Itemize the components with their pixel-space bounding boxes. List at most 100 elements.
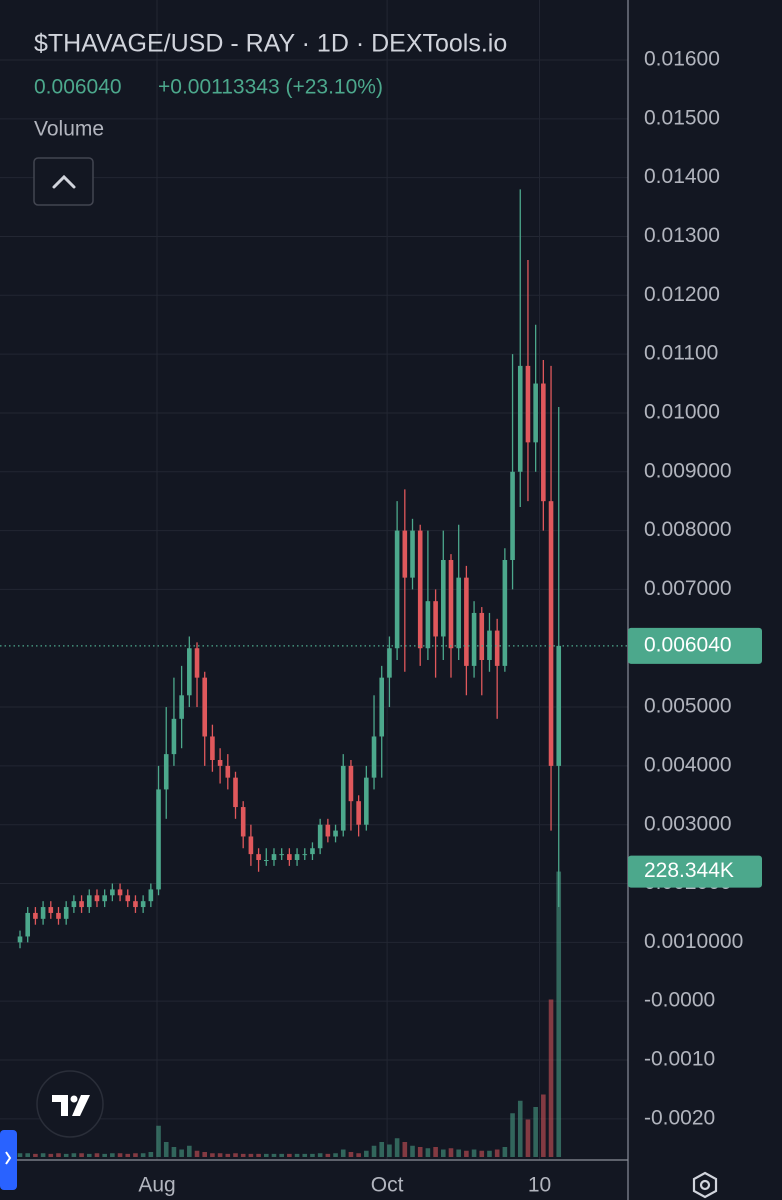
button-frame[interactable] <box>33 157 94 206</box>
volume-bar <box>410 1145 415 1157</box>
candle-body <box>464 577 469 666</box>
volume-bar <box>248 1153 254 1157</box>
candle-body <box>133 901 138 908</box>
y-tick-label: 0.01100 <box>644 342 718 365</box>
volume-bar <box>194 1150 200 1157</box>
volume-bar <box>333 1153 338 1157</box>
logo-circle[interactable] <box>36 1070 104 1138</box>
candle-body <box>40 907 46 919</box>
volume-title: Volume <box>34 118 104 141</box>
y-tick-label: 0.0010000 <box>644 930 743 953</box>
volume-bar <box>364 1150 369 1157</box>
volume-bar <box>140 1153 146 1157</box>
volume-bar <box>464 1150 469 1157</box>
candle-body <box>433 601 438 637</box>
last-price-tag <box>628 627 762 664</box>
volume-bar <box>79 1153 84 1157</box>
candle-body <box>140 901 146 908</box>
candle-body <box>487 630 492 660</box>
volume-bar <box>133 1153 138 1157</box>
candle-body <box>171 718 177 755</box>
candle-body <box>348 765 354 802</box>
candle-body <box>240 807 246 837</box>
candle-body <box>210 736 215 760</box>
candle-body <box>86 895 92 908</box>
chart-title: $THAVAGE/USD - RAY · 1D · DEXTools.io <box>34 30 507 58</box>
candle-body <box>402 530 408 578</box>
y-tick-label: 0.008000 <box>644 518 732 541</box>
candle-body <box>525 365 531 443</box>
candle-body <box>71 901 77 908</box>
volume-bar <box>456 1149 461 1157</box>
last-price: 0.006040 <box>34 76 122 99</box>
volume-bar <box>117 1153 123 1157</box>
volume-tag-label: 228.344K <box>644 859 734 882</box>
volume-bar <box>33 1153 38 1157</box>
candle-body <box>371 736 377 778</box>
candle-body <box>364 777 369 825</box>
candle-body <box>440 560 446 637</box>
volume-bar <box>25 1153 31 1157</box>
volume-bar <box>533 1107 538 1157</box>
volume-bar <box>417 1147 423 1157</box>
logo-t <box>52 1095 68 1116</box>
candle-body <box>56 912 61 919</box>
volume-bar <box>287 1153 292 1157</box>
candle-body <box>510 471 515 560</box>
volume-bar <box>225 1153 231 1157</box>
side-tab[interactable] <box>0 1130 17 1190</box>
volume-bar <box>233 1153 238 1157</box>
volume-bar <box>433 1147 438 1157</box>
candle-body <box>425 601 431 649</box>
volume-bar <box>110 1153 115 1157</box>
candle-body <box>394 530 400 649</box>
candle-body <box>110 889 115 896</box>
y-tick-label: 0.01500 <box>644 106 720 129</box>
candle-body <box>25 912 31 937</box>
volume-bar <box>440 1149 446 1157</box>
volume-bar <box>179 1149 184 1157</box>
logo-v <box>72 1095 90 1116</box>
y-tick-label: 0.004000 <box>644 753 732 776</box>
volume-bar <box>310 1153 315 1157</box>
candle-body <box>279 854 284 856</box>
x-tick-label: Aug <box>138 1174 175 1197</box>
candle-body <box>556 645 562 766</box>
candle-body <box>340 765 346 831</box>
candle-body <box>302 854 308 856</box>
y-tick-label: 0.01400 <box>644 165 720 188</box>
y-tick-label: 0.003000 <box>644 812 732 835</box>
volume-bar <box>556 871 562 1157</box>
volume-bar <box>17 1153 23 1157</box>
volume-bar <box>202 1152 208 1157</box>
y-tick-label: -0.0000 <box>644 989 715 1012</box>
volume-bar <box>517 1100 523 1157</box>
y-tick-label: -0.0010 <box>644 1048 715 1071</box>
volume-bar <box>448 1148 454 1157</box>
candle-body <box>63 907 69 919</box>
candle-body <box>333 830 338 837</box>
candle-body <box>33 912 38 919</box>
candle-body <box>202 677 208 737</box>
settings-icon[interactable] <box>692 1171 718 1199</box>
volume-bar <box>348 1152 354 1157</box>
tv-logo[interactable] <box>36 1070 104 1138</box>
volume-bar <box>471 1149 477 1157</box>
y-tick-label: -0.0020 <box>644 1106 715 1129</box>
volume-bar <box>394 1138 400 1157</box>
candle-body <box>356 801 361 825</box>
volume-bar <box>48 1153 54 1157</box>
x-tick-label: Oct <box>371 1174 404 1197</box>
candle-body <box>541 383 546 502</box>
volume-bar <box>356 1153 361 1157</box>
candle-body <box>102 895 107 902</box>
collapse-button[interactable] <box>33 157 94 206</box>
candles <box>0 189 628 949</box>
volume-bar <box>63 1153 69 1157</box>
candle-body <box>533 383 538 443</box>
candle-body <box>479 612 485 660</box>
candle-body <box>48 907 54 913</box>
volume-bar <box>294 1153 300 1157</box>
